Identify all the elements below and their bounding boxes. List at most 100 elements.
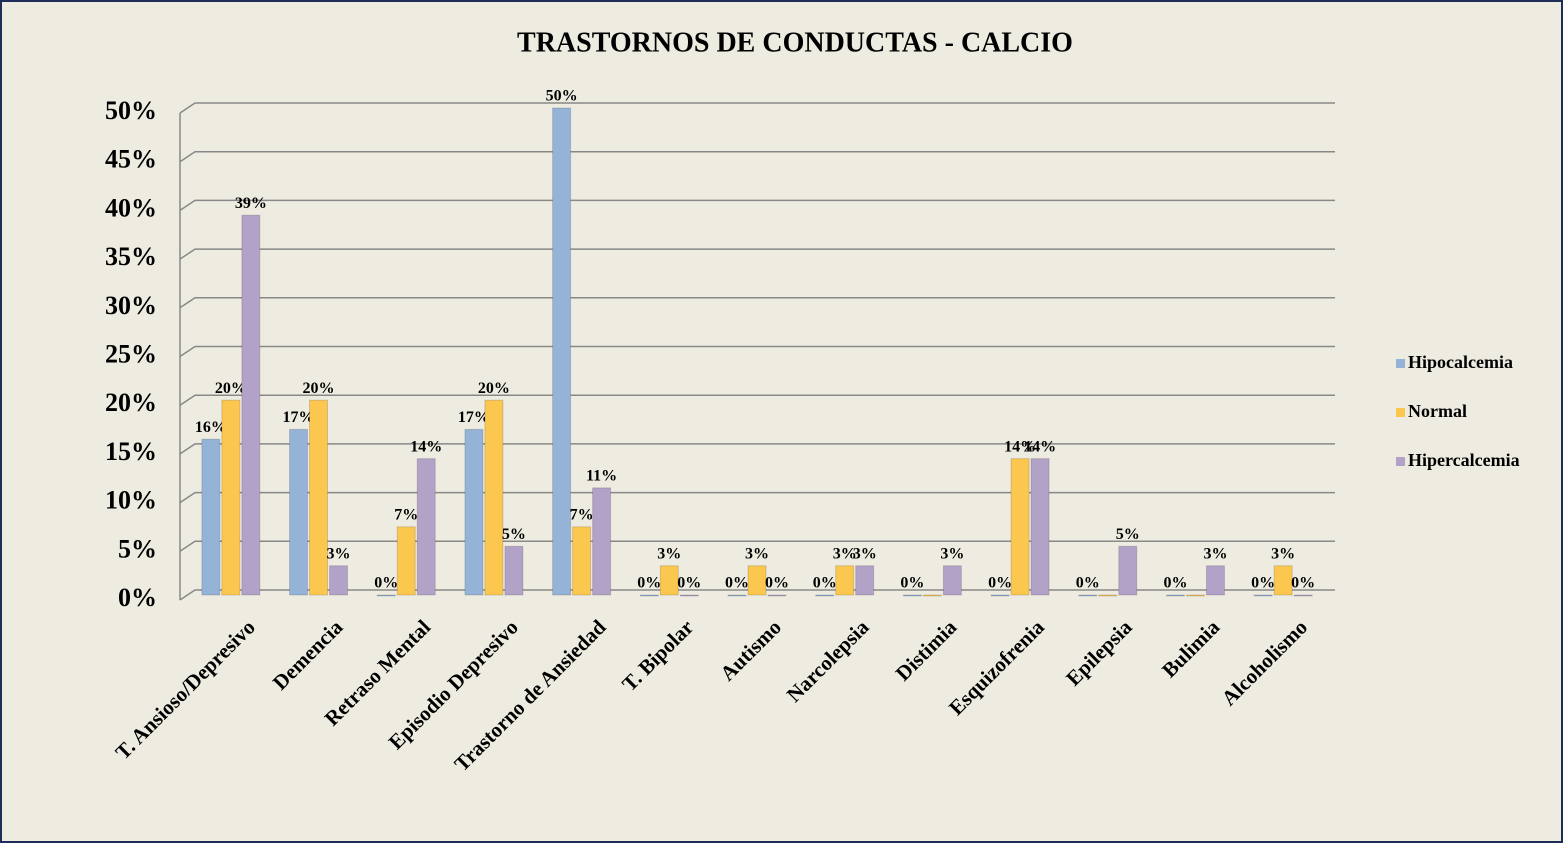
data-label: 0% xyxy=(374,575,398,592)
data-label: 0% xyxy=(988,575,1012,592)
bar xyxy=(727,594,747,597)
data-label: 50% xyxy=(546,88,578,105)
bar xyxy=(289,428,309,596)
data-label: 0% xyxy=(1251,575,1275,592)
y-tick-label: 30% xyxy=(105,291,157,320)
bar xyxy=(201,438,221,596)
data-label: 0% xyxy=(1163,575,1187,592)
data-label: 0% xyxy=(765,575,789,592)
data-label: 3% xyxy=(327,545,351,562)
data-label: 3% xyxy=(940,545,964,562)
bar xyxy=(376,594,396,597)
bar xyxy=(592,487,612,596)
grid-line xyxy=(179,443,1335,455)
bar xyxy=(572,526,592,596)
bar xyxy=(855,565,875,596)
data-label: 0% xyxy=(677,575,701,592)
bar xyxy=(767,594,787,597)
bar xyxy=(990,594,1010,597)
data-label: 14% xyxy=(1004,438,1036,455)
data-label: 3% xyxy=(1271,545,1295,562)
y-tick-label: 35% xyxy=(105,242,157,271)
y-tick-label: 25% xyxy=(105,339,157,368)
grid-line xyxy=(179,345,1335,358)
data-label: 5% xyxy=(1116,526,1140,543)
bar xyxy=(1273,565,1293,596)
data-label: 3% xyxy=(745,545,769,562)
bar xyxy=(1098,594,1118,597)
y-tick-label: 50% xyxy=(105,96,157,125)
legend-label: Normal xyxy=(1408,401,1467,421)
grid-line xyxy=(179,199,1335,212)
bar xyxy=(1118,545,1138,596)
bar xyxy=(659,565,679,596)
bar xyxy=(1078,594,1098,597)
data-label: 17% xyxy=(458,409,490,426)
bar xyxy=(221,399,241,596)
y-tick-label: 40% xyxy=(105,193,157,222)
bar xyxy=(1165,594,1185,597)
data-label: 14% xyxy=(410,438,442,455)
data-label: 0% xyxy=(725,575,749,592)
bar xyxy=(329,565,349,596)
y-tick-label: 15% xyxy=(105,437,157,466)
grid-line xyxy=(179,102,1335,114)
bar xyxy=(1010,458,1030,596)
y-tick-label: 5% xyxy=(118,534,157,563)
legend-swatch xyxy=(1396,359,1405,368)
bar xyxy=(835,565,855,596)
legend-swatch xyxy=(1396,457,1405,466)
legend-swatch xyxy=(1396,408,1405,417)
bar xyxy=(1205,565,1225,596)
bar xyxy=(639,594,659,597)
grid-line xyxy=(179,540,1335,552)
chart-title: TRASTORNOS DE CONDUCTAS - CALCIO xyxy=(517,27,1073,58)
bar xyxy=(1030,458,1050,596)
data-label: 20% xyxy=(215,380,247,397)
bar xyxy=(309,399,329,596)
data-label: 17% xyxy=(283,409,315,426)
data-label: 20% xyxy=(303,380,335,397)
data-label: 20% xyxy=(478,380,510,397)
data-label: 3% xyxy=(1203,545,1227,562)
bar xyxy=(679,594,699,597)
grid-line xyxy=(179,394,1335,406)
y-tick-label: 0% xyxy=(118,583,157,612)
bar xyxy=(1253,594,1273,597)
data-label: 0% xyxy=(900,575,924,592)
data-label: 3% xyxy=(657,545,681,562)
bar xyxy=(922,594,942,597)
data-label: 7% xyxy=(394,506,418,523)
bar xyxy=(241,214,261,596)
legend-label: Hipocalcemia xyxy=(1408,352,1513,372)
y-tick-label: 10% xyxy=(105,486,157,515)
bar xyxy=(484,399,504,596)
data-label: 0% xyxy=(1076,575,1100,592)
data-label: 7% xyxy=(570,506,594,523)
grid-line xyxy=(179,491,1335,504)
y-tick-label: 45% xyxy=(105,145,157,174)
grid-line xyxy=(179,150,1335,163)
data-label: 14% xyxy=(1024,438,1056,455)
bar xyxy=(1185,594,1205,597)
data-label: 11% xyxy=(586,468,617,485)
bar xyxy=(902,594,922,597)
bar xyxy=(747,565,767,596)
data-label: 3% xyxy=(853,545,877,562)
bar xyxy=(416,458,436,596)
grid-line xyxy=(179,297,1335,309)
data-label: 5% xyxy=(502,526,526,543)
grid-line xyxy=(179,248,1335,260)
bar xyxy=(1293,594,1313,597)
bar xyxy=(504,545,524,596)
data-label: 0% xyxy=(813,575,837,592)
data-label: 0% xyxy=(637,575,661,592)
data-label: 3% xyxy=(833,545,857,562)
bar xyxy=(552,107,572,596)
data-label: 16% xyxy=(195,419,227,436)
data-label: 39% xyxy=(235,195,267,212)
legend-label: Hipercalcemia xyxy=(1408,450,1520,470)
bar xyxy=(815,594,835,597)
